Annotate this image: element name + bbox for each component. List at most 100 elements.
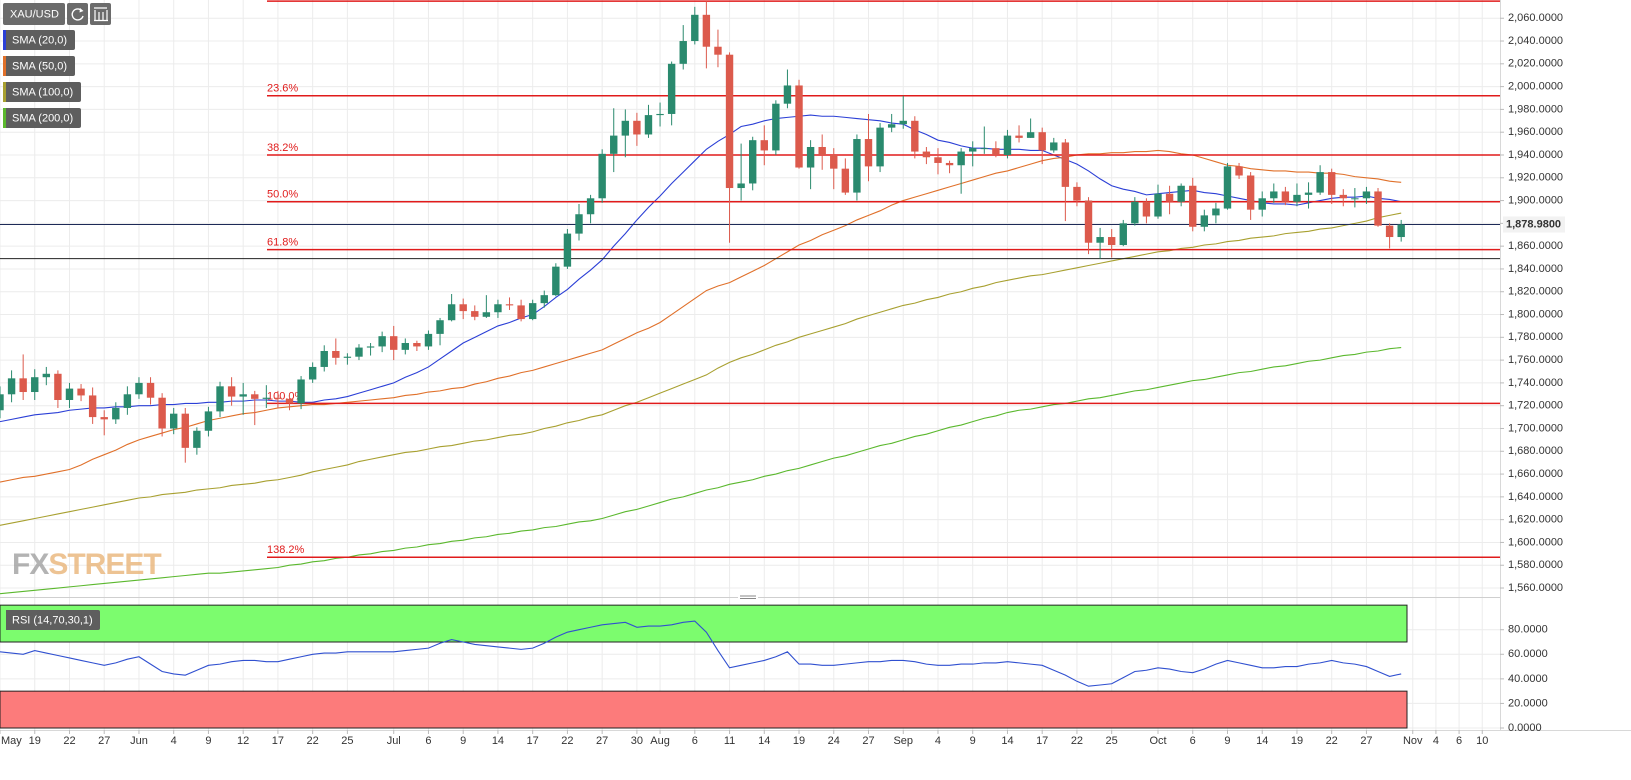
y-tick-label: 20.0000 xyxy=(1508,697,1548,709)
candle-body xyxy=(0,394,4,411)
candle-body xyxy=(1119,223,1127,246)
candle-body xyxy=(691,14,699,42)
refresh-button[interactable] xyxy=(67,3,88,25)
y-tick-label: 2,060.0000 xyxy=(1508,12,1563,24)
x-tick-label: 22 xyxy=(307,735,319,747)
candle-body xyxy=(783,85,792,104)
x-tick-label: May xyxy=(1,735,22,747)
candle-body xyxy=(88,395,97,418)
candle-body xyxy=(1351,198,1359,200)
candle-body xyxy=(887,124,896,128)
candle-body xyxy=(563,233,572,267)
candle-body xyxy=(1107,237,1116,246)
candle-body xyxy=(552,266,560,296)
y-tick-label: 1,740.0000 xyxy=(1508,377,1563,389)
candle-body xyxy=(1084,200,1093,243)
x-tick-label: 22 xyxy=(1071,735,1083,747)
candle-body xyxy=(667,63,676,114)
x-tick-label: 9 xyxy=(970,735,976,747)
legend-swatch xyxy=(3,108,6,128)
candle-body xyxy=(969,148,977,152)
candle-body xyxy=(992,148,1000,155)
rsi-panel xyxy=(0,604,1408,729)
x-tick-label: Aug xyxy=(650,735,670,747)
legend-label: SMA (100,0) xyxy=(12,86,73,98)
candle-body xyxy=(378,336,386,347)
candle-body xyxy=(308,366,317,380)
x-tick-label: 25 xyxy=(1106,735,1118,747)
candle-body xyxy=(204,411,213,431)
candle-body xyxy=(1235,166,1243,176)
candle-body xyxy=(528,303,537,320)
candle-body xyxy=(586,198,595,215)
candle-body xyxy=(251,394,259,399)
candle-body xyxy=(1165,193,1174,202)
x-tick-label: 22 xyxy=(1326,735,1338,747)
y-tick-label: 1,820.0000 xyxy=(1508,286,1563,298)
y-tick-label: 1,920.0000 xyxy=(1508,172,1563,184)
candle-body xyxy=(934,157,942,163)
candle-body xyxy=(1223,166,1232,209)
candle-body xyxy=(1038,132,1046,151)
sma-line xyxy=(0,212,1402,526)
candle-body xyxy=(945,162,954,166)
candle-body xyxy=(714,46,722,55)
legend-box[interactable] xyxy=(3,56,75,76)
candle-body xyxy=(401,343,409,350)
candle-body xyxy=(7,378,16,395)
candle-body xyxy=(181,413,189,448)
candle-body xyxy=(1177,185,1185,202)
candle-body xyxy=(42,373,51,378)
candle-body xyxy=(274,397,282,399)
candle-body xyxy=(320,350,328,367)
candle-body xyxy=(1304,192,1313,195)
x-tick-label: 9 xyxy=(205,735,211,747)
legend-box[interactable] xyxy=(3,610,100,630)
candle-body xyxy=(864,139,873,167)
axes: 1,560.0000 1,580.0000 1,600.0000 1,620.0000… xyxy=(0,12,1565,747)
candle-body xyxy=(540,295,548,304)
x-tick-label: 10 xyxy=(1476,735,1488,747)
x-tick-label: 9 xyxy=(460,735,466,747)
legend-swatch xyxy=(3,56,6,76)
x-tick-label: 27 xyxy=(1360,735,1372,747)
sma-line xyxy=(0,149,1402,483)
candle-body xyxy=(1015,135,1023,138)
y-tick-label: 1,800.0000 xyxy=(1508,308,1563,320)
divider-handle[interactable] xyxy=(738,594,758,601)
watermark-part: STREET xyxy=(48,548,161,581)
candle-body xyxy=(1385,225,1394,238)
candle-body xyxy=(343,356,352,358)
candle-body xyxy=(1003,135,1012,155)
legend-swatch xyxy=(3,610,6,630)
candle-body xyxy=(262,397,271,399)
legend-box[interactable] xyxy=(3,82,81,102)
candle-body xyxy=(227,386,236,397)
candle-body xyxy=(1258,198,1266,210)
candle-body xyxy=(517,305,525,320)
x-tick-label: 19 xyxy=(1291,735,1303,747)
y-tick-label: 80.0000 xyxy=(1508,624,1548,636)
symbol-box[interactable] xyxy=(3,3,65,25)
legend-box[interactable] xyxy=(3,30,75,50)
candle-body xyxy=(725,54,734,189)
indicator-button[interactable] xyxy=(90,3,111,25)
candle-body xyxy=(216,386,224,412)
y-tick-label: 1,960.0000 xyxy=(1508,126,1563,138)
x-tick-label: 22 xyxy=(561,735,573,747)
candle-body xyxy=(170,413,178,429)
price-label-box xyxy=(1503,216,1565,233)
candle-body xyxy=(1142,201,1151,217)
legend-box[interactable] xyxy=(3,108,81,128)
candle-body xyxy=(31,377,39,393)
candle-body xyxy=(239,394,247,397)
candle-body xyxy=(1362,191,1371,199)
candle-body xyxy=(494,304,502,313)
x-tick-label: Jul xyxy=(387,735,401,747)
candle-body xyxy=(806,147,815,168)
candle-body xyxy=(899,120,907,125)
x-tick-label: 19 xyxy=(29,735,41,747)
refresh-icon xyxy=(71,8,84,21)
x-tick-label: 6 xyxy=(1456,735,1462,747)
